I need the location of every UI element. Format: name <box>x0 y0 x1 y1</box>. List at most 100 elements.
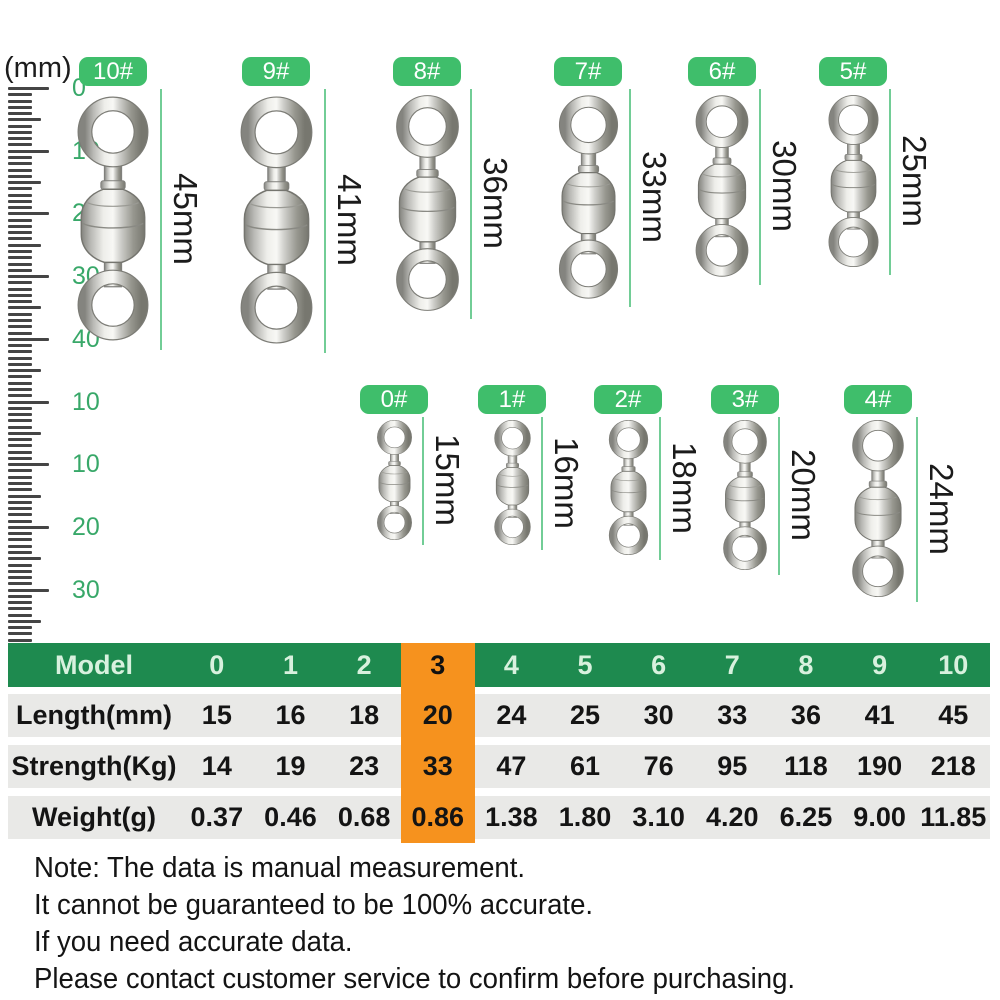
ruler-tick <box>8 488 32 492</box>
spec-cell: 0.37 <box>190 802 244 832</box>
measure-line <box>160 89 162 350</box>
ruler-tick <box>8 550 32 554</box>
ruler-tick <box>8 268 32 272</box>
model-col-header: 2 <box>356 650 372 680</box>
ruler-number: 20 <box>72 512 100 541</box>
ruler-tick <box>8 237 32 241</box>
ruler-tick <box>8 544 32 548</box>
spec-cell: 25 <box>570 700 601 730</box>
ruler-tick <box>8 362 32 366</box>
ruler-tick <box>8 168 32 172</box>
ruler-tick <box>8 206 32 210</box>
ruler-tick <box>8 375 32 379</box>
note-line: If you need accurate data. <box>34 926 353 958</box>
measure-label: 15mm <box>429 434 466 526</box>
ruler-tick <box>8 181 41 185</box>
spec-cell: 190 <box>857 751 903 781</box>
spec-cell: 47 <box>496 751 527 781</box>
measure-label: 18mm <box>666 441 703 534</box>
ruler-tick <box>8 369 41 373</box>
row-label: Length(mm) <box>16 700 172 730</box>
ruler-tick <box>8 187 32 191</box>
swivel-image <box>827 94 879 268</box>
model-col-header: 0 <box>209 650 225 680</box>
ruler-tick <box>8 619 41 623</box>
spec-cell: 18 <box>349 700 380 730</box>
swivel-image <box>723 419 767 571</box>
ruler-number: 30 <box>72 575 100 604</box>
measure-line <box>889 89 891 275</box>
size-badge: 5# <box>819 57 887 86</box>
ruler-tick <box>8 124 32 128</box>
model-col-header: 10 <box>938 650 969 680</box>
table-row-strength: Strength(Kg) 14 19 23 33 47 61 76 95 118 190 218 <box>8 745 990 788</box>
ruler-tick <box>8 250 32 254</box>
ruler-tick <box>8 262 32 266</box>
highlight-column-band <box>400 643 475 843</box>
model-header-cell: Model <box>55 650 133 680</box>
ruler-tick <box>8 293 32 297</box>
spec-cell: 24 <box>496 700 527 730</box>
spec-cell: 20 <box>422 700 453 730</box>
swivel-image <box>395 95 459 311</box>
spec-cell: 3.10 <box>632 802 685 832</box>
ruler-tick <box>8 394 32 398</box>
measure-line <box>422 417 424 545</box>
spec-cell: 23 <box>349 751 380 781</box>
size-badge: 8# <box>393 57 461 86</box>
ruler-tick <box>8 557 41 561</box>
ruler-tick <box>8 419 32 423</box>
size-badge: 7# <box>554 57 622 86</box>
ruler-tick <box>8 318 32 322</box>
ruler-tick <box>8 431 41 435</box>
spec-cell: 36 <box>790 700 821 730</box>
model-col-header: 5 <box>577 650 593 680</box>
measure-label: 41mm <box>331 174 368 266</box>
ruler-unit-label: (mm) <box>4 52 72 84</box>
ruler-tick <box>8 413 32 417</box>
spec-cell: 4.20 <box>706 802 759 832</box>
ruler-tick <box>8 93 32 97</box>
ruler-tick <box>8 130 32 134</box>
spec-cell: 14 <box>201 751 232 781</box>
model-col-header: 7 <box>724 650 740 680</box>
ruler-number: 10 <box>72 450 100 479</box>
model-col-header: 9 <box>872 650 888 680</box>
ruler-tick <box>8 456 32 460</box>
ruler-tick <box>8 287 32 291</box>
ruler-tick <box>8 162 32 166</box>
model-col-header: 8 <box>798 650 814 680</box>
spec-cell: 0.86 <box>411 802 465 832</box>
spec-cell: 118 <box>784 751 828 781</box>
spec-cell: 11.85 <box>920 802 987 832</box>
ruler-tick <box>8 105 32 109</box>
spec-cell: 19 <box>275 751 306 781</box>
ruler-tick <box>8 582 32 586</box>
ruler-tick <box>8 576 32 580</box>
spec-cell: 61 <box>570 751 601 781</box>
ruler-tick <box>8 469 32 473</box>
ruler-tick <box>8 224 32 228</box>
measure-line <box>541 417 543 550</box>
spec-cell: 33 <box>717 700 748 730</box>
ruler-tick <box>8 256 32 260</box>
ruler-tick <box>8 137 32 141</box>
ruler-tick <box>8 306 41 310</box>
ruler-tick <box>8 312 32 316</box>
spec-cell: 45 <box>938 700 969 730</box>
size-badge: 3# <box>711 385 779 414</box>
model-col-header: 4 <box>503 650 519 680</box>
ruler-tick <box>8 482 32 485</box>
measure-label: 45mm <box>167 172 204 265</box>
ruler-tick <box>8 174 32 178</box>
spec-cell: 41 <box>864 700 895 730</box>
spec-cell: 0.68 <box>337 802 391 832</box>
ruler-tick <box>8 281 32 285</box>
ruler-tick <box>8 406 32 410</box>
ruler-tick <box>8 356 32 360</box>
spec-cell: 30 <box>643 700 674 730</box>
swivel-image <box>240 96 312 344</box>
ruler-tick <box>8 594 32 598</box>
ruler-tick <box>8 613 32 617</box>
